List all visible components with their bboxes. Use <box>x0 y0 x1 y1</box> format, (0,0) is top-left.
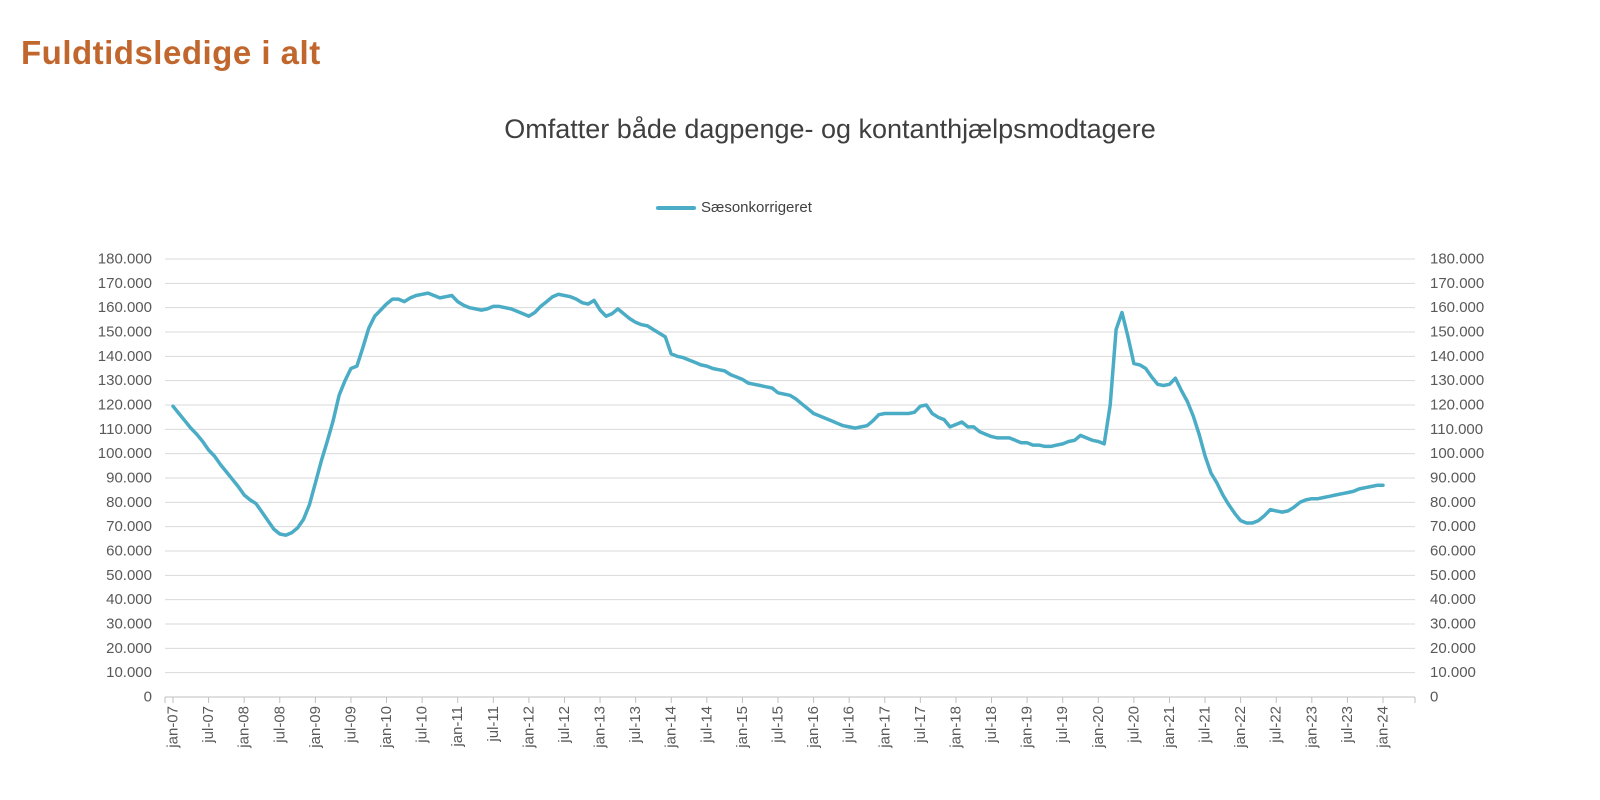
y-axis-label-left: 100.000 <box>98 445 152 462</box>
y-axis-label-right: 130.000 <box>1430 372 1484 389</box>
y-axis-label-right: 180.000 <box>1430 251 1484 268</box>
y-axis-label-left: 70.000 <box>106 518 152 535</box>
y-axis-label-left: 20.000 <box>106 640 152 657</box>
x-axis-label: jul-21 <box>1197 706 1214 744</box>
y-axis-label-right: 110.000 <box>1430 421 1483 438</box>
series-line-saesonkorrigeret <box>171 291 1385 537</box>
y-axis-label-right: 100.000 <box>1430 445 1484 462</box>
x-axis-label: jul-10 <box>414 706 431 744</box>
x-axis-label: jan-11 <box>449 706 466 748</box>
y-axis-label-left: 130.000 <box>98 372 152 389</box>
x-axis-label: jan-24 <box>1375 706 1392 749</box>
x-axis-label: jul-16 <box>841 706 858 744</box>
y-axis-label-left: 30.000 <box>106 616 152 633</box>
x-axis-label: jan-09 <box>307 706 324 749</box>
x-axis-label: jul-14 <box>698 706 715 744</box>
x-axis-label: jan-22 <box>1232 706 1249 749</box>
y-axis-label-right: 120.000 <box>1430 397 1484 414</box>
y-axis-label-left: 170.000 <box>98 275 152 292</box>
x-axis-label: jul-23 <box>1339 706 1356 744</box>
x-axis-label: jan-15 <box>734 706 751 749</box>
x-axis-label: jan-08 <box>236 706 253 749</box>
y-axis-label-left: 60.000 <box>106 543 152 560</box>
x-axis-label: jul-12 <box>556 706 573 744</box>
x-axis-label: jan-14 <box>663 706 680 749</box>
y-axis-label-left: 50.000 <box>106 567 152 584</box>
x-axis-label: jul-09 <box>342 706 359 744</box>
y-axis-label-right: 140.000 <box>1430 348 1484 365</box>
y-axis-label-left: 10.000 <box>106 664 152 681</box>
x-axis-label: jan-21 <box>1161 706 1178 749</box>
x-axis-label: jan-07 <box>165 706 182 749</box>
x-axis-label: jul-22 <box>1268 706 1285 744</box>
y-axis-label-right: 80.000 <box>1430 494 1476 511</box>
legend: Sæsonkorrigeret <box>656 199 812 216</box>
legend-line-swatch <box>656 205 696 210</box>
y-axis-label-left: 160.000 <box>98 299 152 316</box>
x-axis-label: jul-18 <box>983 706 1000 744</box>
y-axis-label-left: 0 <box>144 689 152 706</box>
y-axis-label-right: 40.000 <box>1430 591 1476 608</box>
y-axis-label-right: 50.000 <box>1430 567 1476 584</box>
x-axis-label: jul-13 <box>627 706 644 744</box>
x-axis-label: jan-10 <box>378 706 395 749</box>
chart-subtitle: Omfatter både dagpenge- og kontanthjælps… <box>504 114 1156 144</box>
y-axis-label-left: 90.000 <box>106 470 152 487</box>
x-axis-label: jul-08 <box>271 706 288 744</box>
legend-label: Sæsonkorrigeret <box>701 199 812 216</box>
x-axis-label: jul-07 <box>200 706 217 744</box>
y-axis-label-right: 10.000 <box>1430 664 1476 681</box>
y-axis-label-right: 90.000 <box>1430 470 1476 487</box>
y-axis-label-right: 150.000 <box>1430 324 1484 341</box>
x-axis-label: jan-17 <box>876 706 893 749</box>
y-axis-label-left: 140.000 <box>98 348 152 365</box>
x-axis-label: jul-19 <box>1054 706 1071 744</box>
x-axis-label: jul-15 <box>770 706 787 744</box>
y-axis-label-right: 170.000 <box>1430 275 1484 292</box>
y-axis-label-left: 40.000 <box>106 591 152 608</box>
y-axis-label-right: 0 <box>1430 689 1438 706</box>
x-axis-label: jan-18 <box>947 706 964 749</box>
x-axis-label: jul-17 <box>912 706 929 744</box>
x-axis-label: jan-20 <box>1090 706 1107 749</box>
x-axis-label: jul-11 <box>485 706 502 743</box>
x-axis-label: jan-13 <box>592 706 609 749</box>
y-axis-label-left: 120.000 <box>98 397 152 414</box>
y-axis-label-left: 110.000 <box>99 421 152 438</box>
x-axis-label: jan-19 <box>1019 706 1036 749</box>
x-axis-label: jan-23 <box>1303 706 1320 749</box>
y-axis-label-right: 20.000 <box>1430 640 1476 657</box>
x-axis-label: jul-20 <box>1125 706 1142 744</box>
y-axis-label-left: 150.000 <box>98 324 152 341</box>
x-axis-label: jan-12 <box>520 706 537 749</box>
y-axis-label-right: 160.000 <box>1430 299 1484 316</box>
y-axis-label-left: 180.000 <box>98 251 152 268</box>
y-axis-label-right: 60.000 <box>1430 543 1476 560</box>
page-title: Fuldtidsledige i alt <box>21 34 321 71</box>
y-axis-label-right: 30.000 <box>1430 616 1476 633</box>
x-axis-label: jan-16 <box>805 706 822 749</box>
y-axis-label-right: 70.000 <box>1430 518 1476 535</box>
y-axis-label-left: 80.000 <box>106 494 152 511</box>
